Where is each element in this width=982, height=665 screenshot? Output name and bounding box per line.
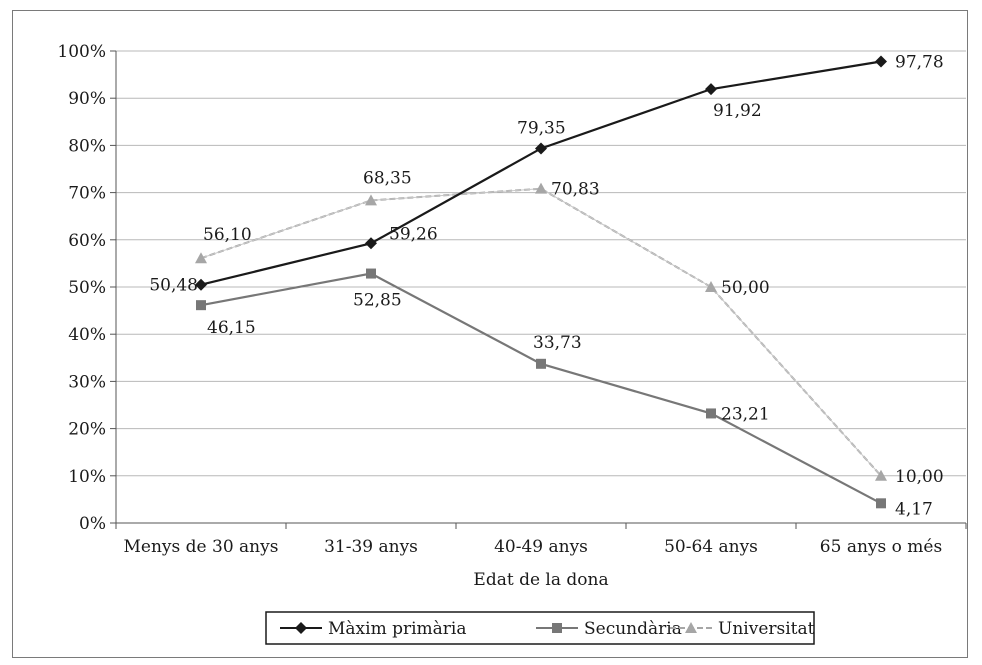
y-tick-label: 20%	[68, 420, 106, 440]
y-tick-label: 50%	[68, 278, 106, 298]
data-label: 50,48	[149, 276, 198, 296]
series-line	[200, 60, 882, 286]
gridlines	[116, 50, 966, 477]
y-tick-label: 90%	[68, 89, 106, 109]
data-point	[196, 300, 206, 311]
x-tick-label: 50-64 anys	[664, 537, 758, 557]
data-point	[875, 55, 887, 68]
data-label: 4,17	[895, 499, 933, 519]
data-label: 10,00	[895, 467, 944, 487]
legend-marker	[685, 622, 697, 633]
data-label: 23,21	[721, 404, 770, 424]
data-point	[706, 408, 716, 419]
y-tick-label: 100%	[57, 42, 106, 62]
data-label: 79,35	[517, 118, 566, 138]
data-label: 68,35	[363, 168, 412, 188]
data-label: 59,26	[389, 224, 438, 244]
data-point	[195, 278, 207, 291]
x-tick-label: 31-39 anys	[324, 537, 418, 557]
data-label: 97,78	[895, 52, 944, 72]
data-point	[536, 358, 546, 369]
legend-label: Màxim primària	[328, 619, 467, 639]
data-label: 52,85	[353, 291, 402, 311]
data-point	[365, 194, 377, 206]
data-label: 33,73	[533, 333, 582, 353]
y-tick-labels: 0% 10% 20% 30% 40% 50% 60% 70% 80% 90% 100%	[57, 42, 106, 534]
data-labels: 50,48 59,26 79,35 91,92 97,78 46,15 52,85 33,73…	[149, 52, 943, 519]
data-point	[876, 498, 886, 509]
data-point	[535, 182, 547, 194]
data-label: 56,10	[203, 225, 252, 245]
legend: Màxim primària Secundària Universitat	[265, 611, 815, 645]
x-tick-label: Menys de 30 anys	[124, 537, 279, 557]
data-label: 50,00	[721, 278, 770, 298]
y-tick-label: 40%	[68, 325, 106, 345]
axes	[110, 50, 967, 529]
x-axis-title: Edat de la dona	[473, 570, 608, 590]
data-point	[535, 142, 547, 155]
y-tick-label: 10%	[68, 467, 106, 487]
series-line	[200, 272, 882, 505]
y-tick-label: 70%	[68, 184, 106, 204]
legend-label: Universitat	[718, 619, 815, 639]
data-point	[705, 83, 717, 96]
data-label: 91,92	[713, 101, 762, 121]
series-lines	[195, 55, 887, 509]
data-point	[195, 252, 207, 264]
data-point	[365, 237, 377, 250]
y-tick-label: 60%	[68, 231, 106, 251]
y-tick-label: 0%	[79, 514, 106, 534]
y-tick-label: 30%	[68, 372, 106, 392]
data-point	[366, 268, 376, 279]
data-point	[875, 469, 887, 481]
y-tick-label: 80%	[68, 136, 106, 156]
data-label: 70,83	[551, 180, 600, 200]
data-label: 46,15	[207, 318, 256, 338]
legend-marker	[552, 623, 562, 633]
legend-label: Secundària	[584, 619, 682, 639]
x-tick-label: 65 anys o més	[820, 537, 942, 557]
legend-marker	[295, 622, 307, 634]
x-tick-labels: Menys de 30 anys 31-39 anys 40-49 anys 50-6…	[124, 537, 943, 557]
x-tick-label: 40-49 anys	[494, 537, 588, 557]
data-point	[705, 281, 717, 292]
